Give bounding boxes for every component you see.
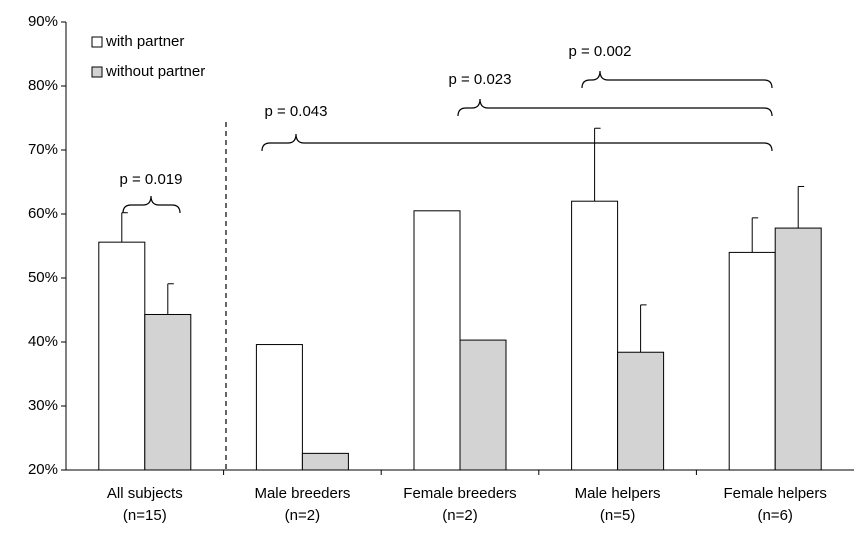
x-tick-label: Female breeders: [403, 485, 516, 502]
legend-label: with partner: [105, 33, 184, 50]
annotation: p = 0.023: [449, 71, 512, 88]
y-tick-label: 60%: [28, 205, 58, 222]
bracket: [261, 133, 773, 152]
x-tick-label: All subjects: [107, 485, 183, 502]
y-tick-label: 40%: [28, 333, 58, 350]
bar: [774, 227, 822, 471]
bracket: [581, 70, 773, 89]
annotation: p = 0.019: [120, 171, 183, 188]
x-tick-note: (n=5): [600, 507, 635, 524]
bracket: [457, 98, 773, 117]
x-tick-label: Male breeders: [254, 485, 350, 502]
bar: [617, 351, 665, 471]
y-tick-label: 30%: [28, 397, 58, 414]
legend-swatch: [91, 36, 103, 48]
x-tick-label: Male helpers: [575, 485, 661, 502]
bar: [413, 210, 461, 471]
bar: [571, 200, 619, 471]
x-tick-note: (n=2): [285, 507, 320, 524]
x-tick-note: (n=2): [442, 507, 477, 524]
x-tick-note: (n=6): [757, 507, 792, 524]
bar: [98, 241, 146, 471]
y-tick-label: 90%: [28, 13, 58, 30]
legend-swatch: [91, 66, 103, 78]
y-tick-label: 80%: [28, 77, 58, 94]
y-tick-label: 70%: [28, 141, 58, 158]
bar: [301, 452, 349, 471]
bar: [255, 344, 303, 471]
legend-label: without partner: [105, 63, 205, 80]
bar: [728, 251, 776, 471]
y-tick-label: 20%: [28, 461, 58, 478]
bar: [144, 313, 192, 471]
x-tick-label: Female helpers: [724, 485, 827, 502]
bar: [459, 339, 507, 471]
y-tick-label: 50%: [28, 269, 58, 286]
x-tick-note: (n=15): [123, 507, 167, 524]
bracket: [122, 195, 181, 214]
annotation: p = 0.002: [569, 43, 632, 60]
annotation: p = 0.043: [265, 103, 328, 120]
